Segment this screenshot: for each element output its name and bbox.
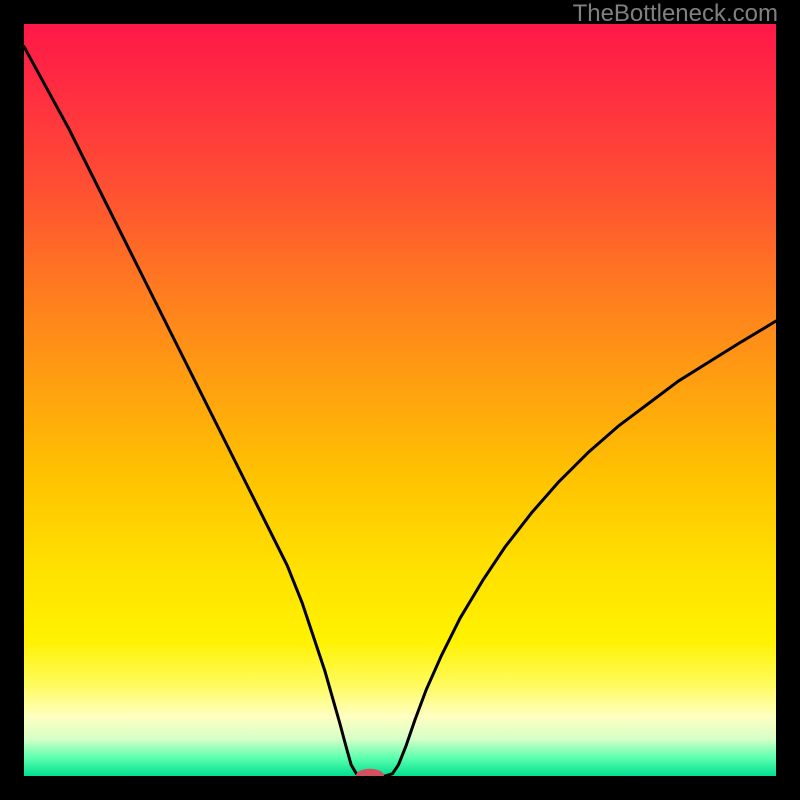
plot-area bbox=[24, 24, 776, 776]
chart-svg bbox=[24, 24, 776, 776]
gradient-background bbox=[24, 24, 776, 776]
watermark-text: TheBottleneck.com bbox=[573, 0, 778, 28]
chart-container: TheBottleneck.com bbox=[0, 0, 800, 800]
